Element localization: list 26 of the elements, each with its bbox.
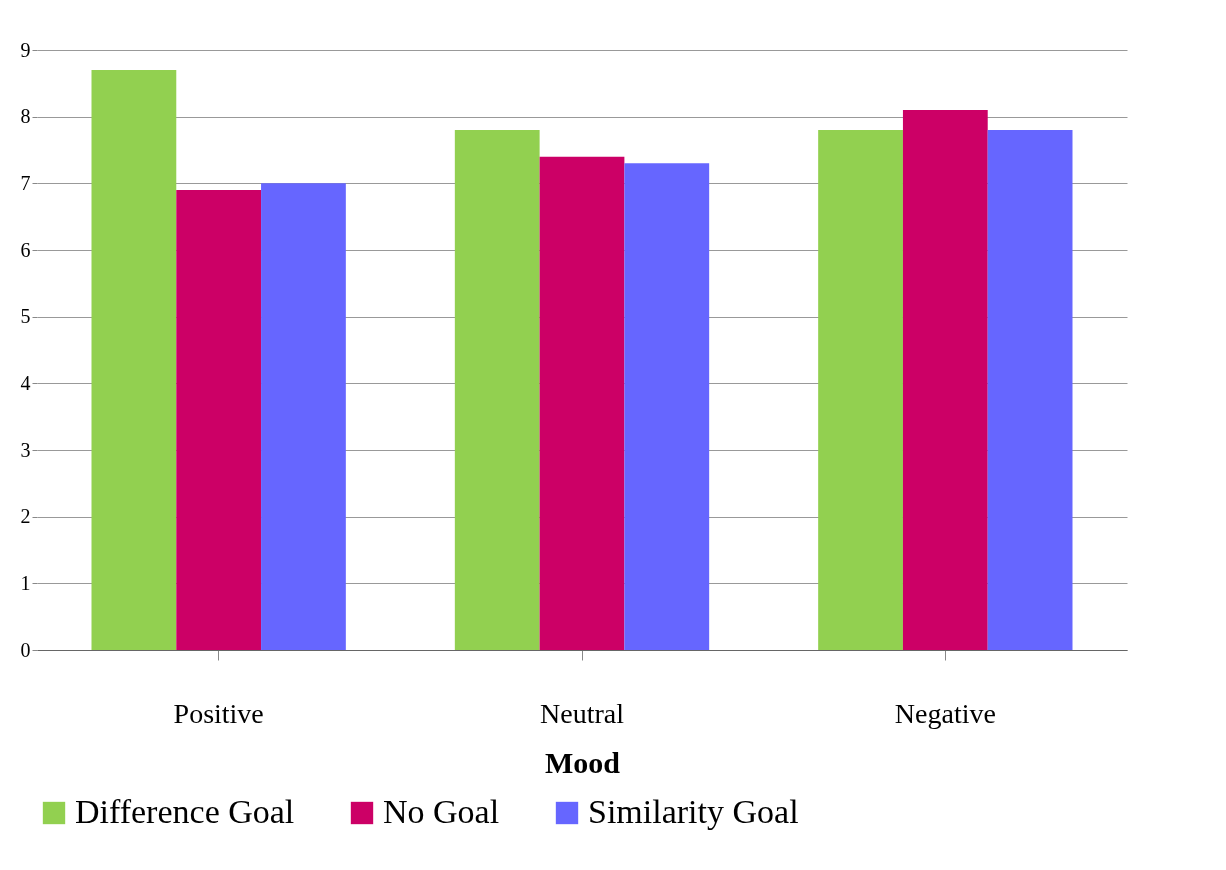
y-tick-label: 3 (20, 438, 31, 461)
legend-label: No Goal (383, 793, 500, 830)
x-tick-label: Neutral (540, 697, 625, 729)
bar (624, 163, 710, 650)
legend-label: Difference Goal (75, 793, 295, 830)
x-tick-label: Positive (173, 697, 264, 729)
bar (818, 130, 903, 650)
y-tick-label: 8 (20, 105, 31, 128)
y-tick-label: 1 (20, 571, 31, 594)
bar (539, 156, 625, 650)
y-tick-label: 9 (20, 38, 31, 61)
bar (902, 110, 988, 650)
y-tick-label: 5 (20, 305, 31, 328)
y-tick-label: 2 (20, 505, 31, 528)
bar (454, 130, 540, 650)
y-tick-label: 4 (20, 371, 31, 394)
x-axis-title: Mood (545, 745, 621, 779)
y-tick-label: 6 (20, 238, 31, 261)
x-tick-label: Negative (894, 697, 996, 729)
y-tick-label: 0 (20, 638, 31, 661)
bar (987, 130, 1073, 650)
bar (91, 70, 177, 650)
legend-label: Similarity Goal (588, 793, 799, 830)
bar (261, 183, 346, 650)
y-tick-label: 7 (20, 171, 31, 194)
bar (176, 190, 262, 650)
